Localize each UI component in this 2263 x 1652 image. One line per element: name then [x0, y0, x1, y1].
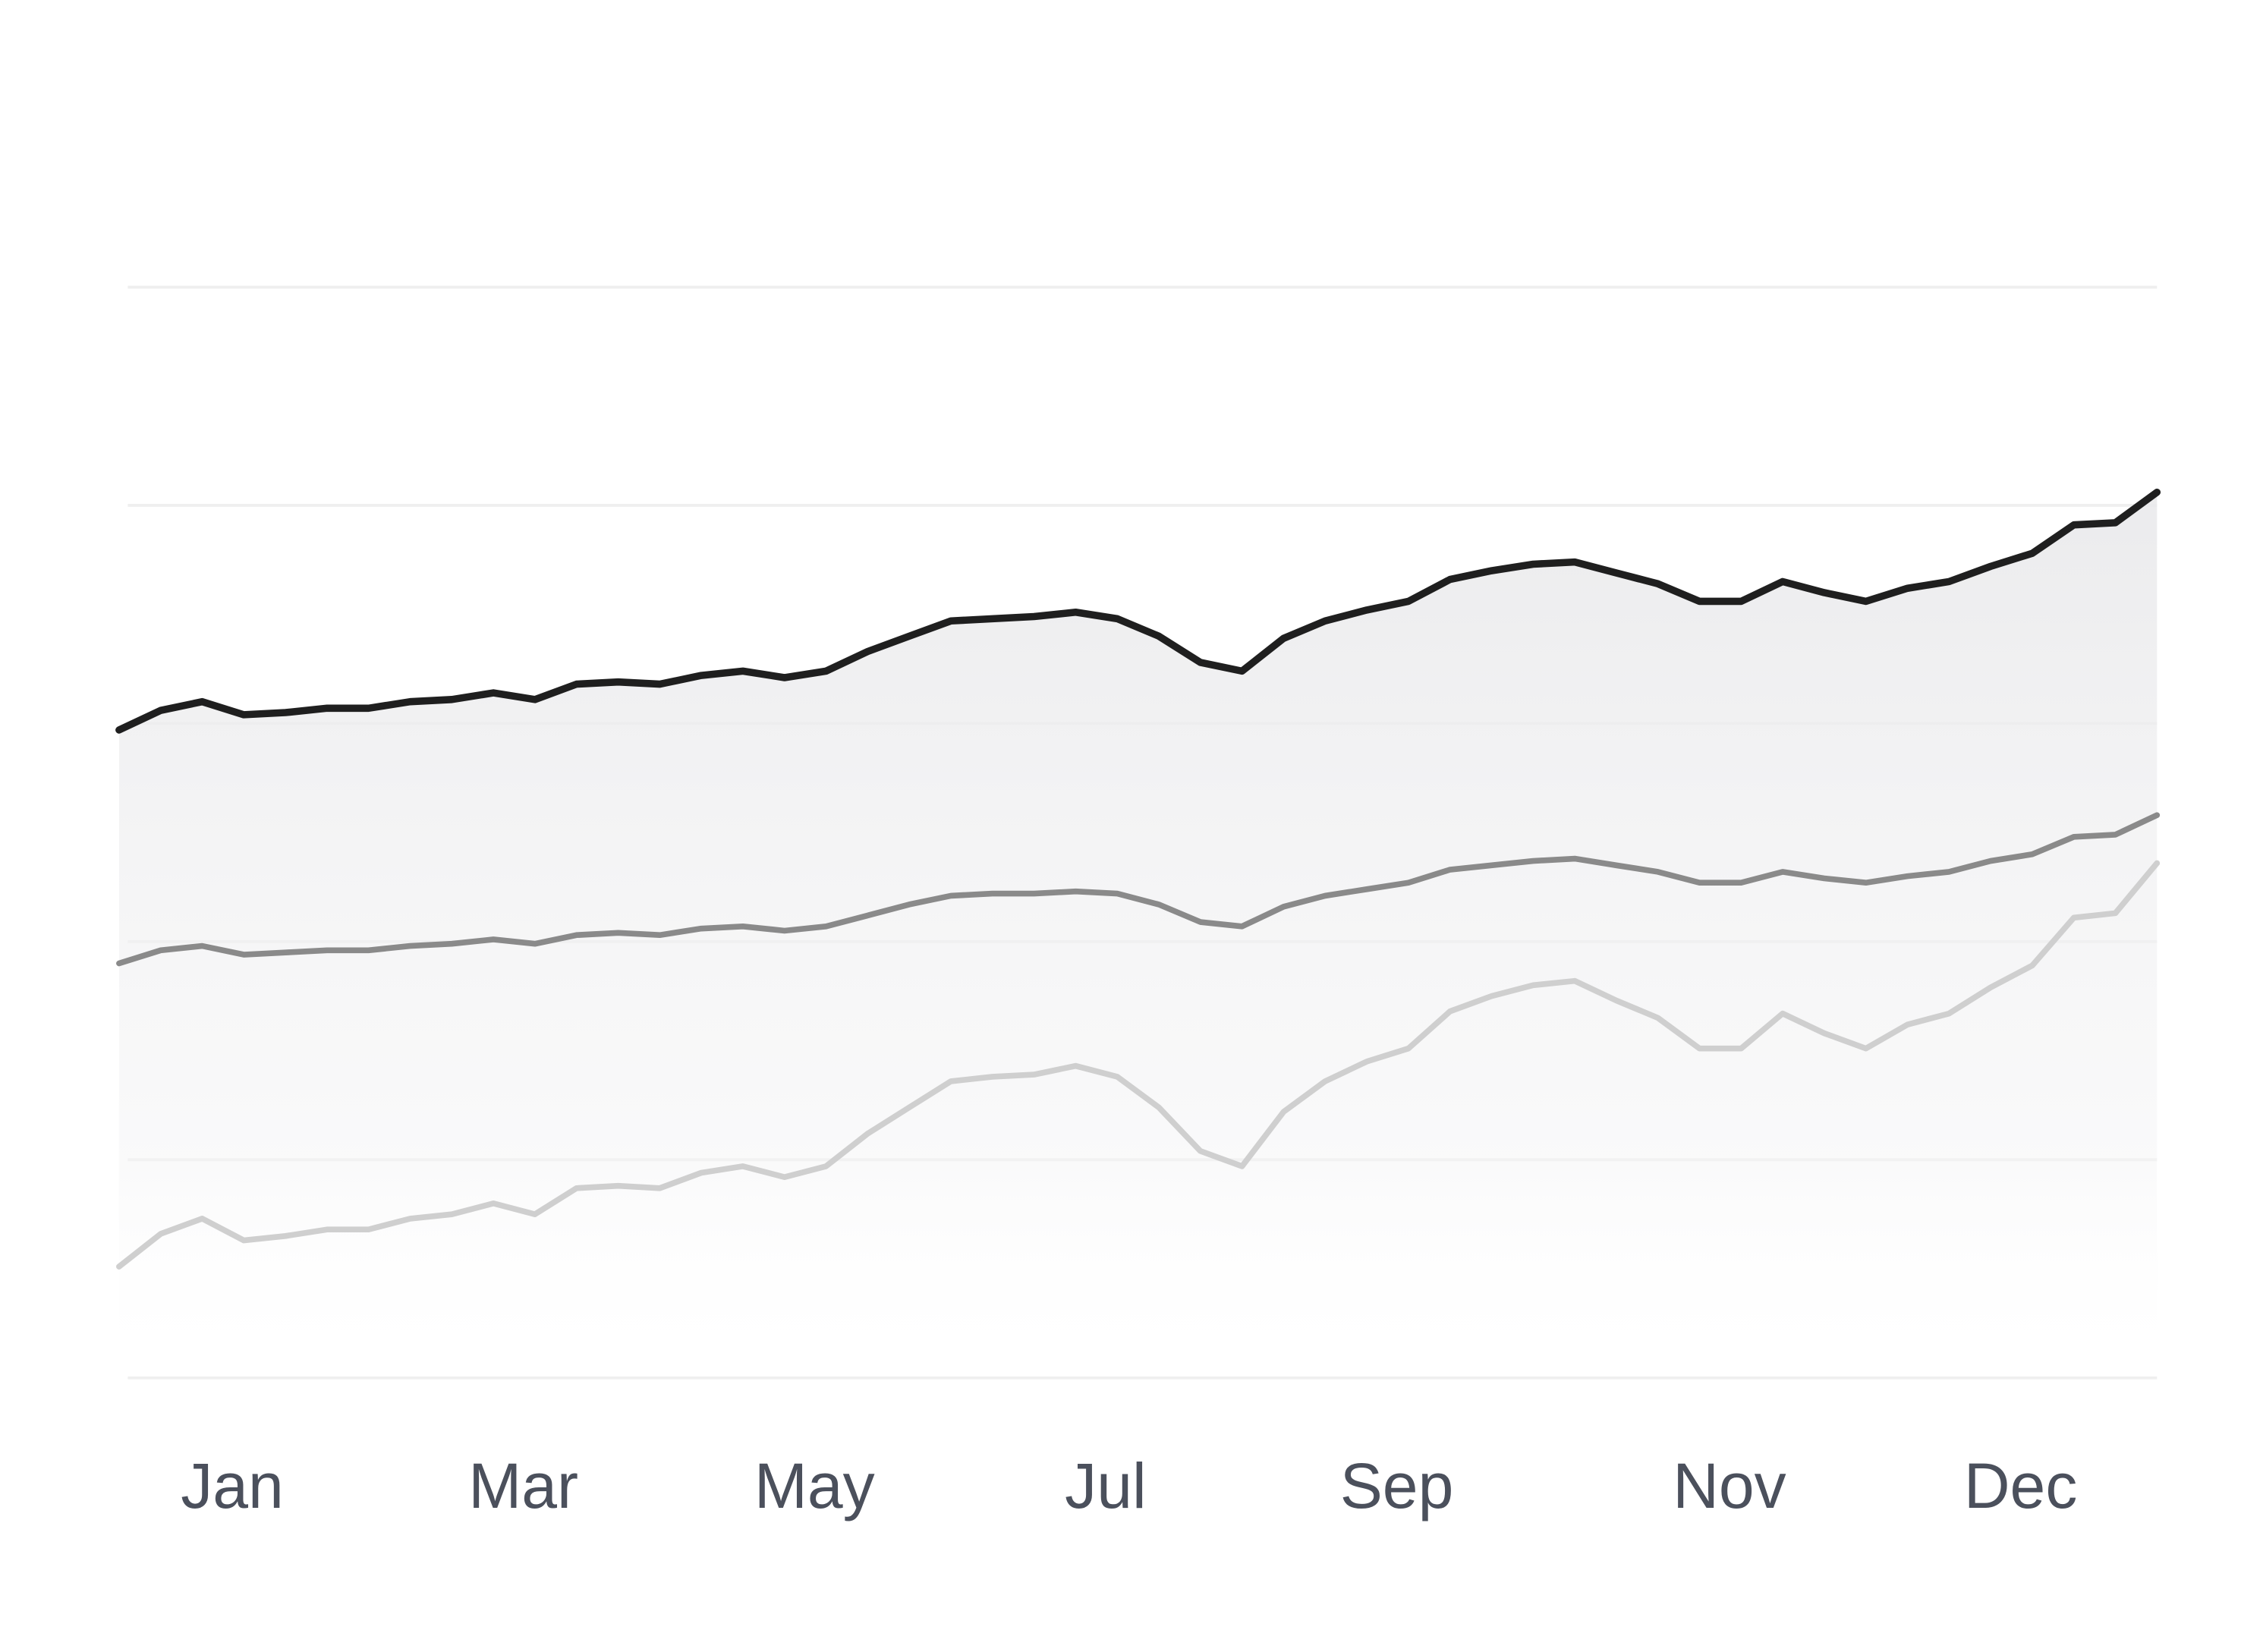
x-tick-label: Dec — [1964, 1450, 2078, 1521]
line — [116, 860, 2161, 1270]
line — [115, 488, 2161, 734]
x-tick-label: Jan — [181, 1450, 284, 1521]
x-tick-label: Mar — [468, 1450, 578, 1521]
line — [116, 812, 2161, 967]
x-tick-label: Sep — [1340, 1450, 1454, 1521]
x-tick-label: Nov — [1673, 1450, 1786, 1521]
area — [118, 492, 2158, 1378]
x-tick-label: Jul — [1065, 1450, 1146, 1521]
x-tick-label: May — [754, 1450, 875, 1521]
